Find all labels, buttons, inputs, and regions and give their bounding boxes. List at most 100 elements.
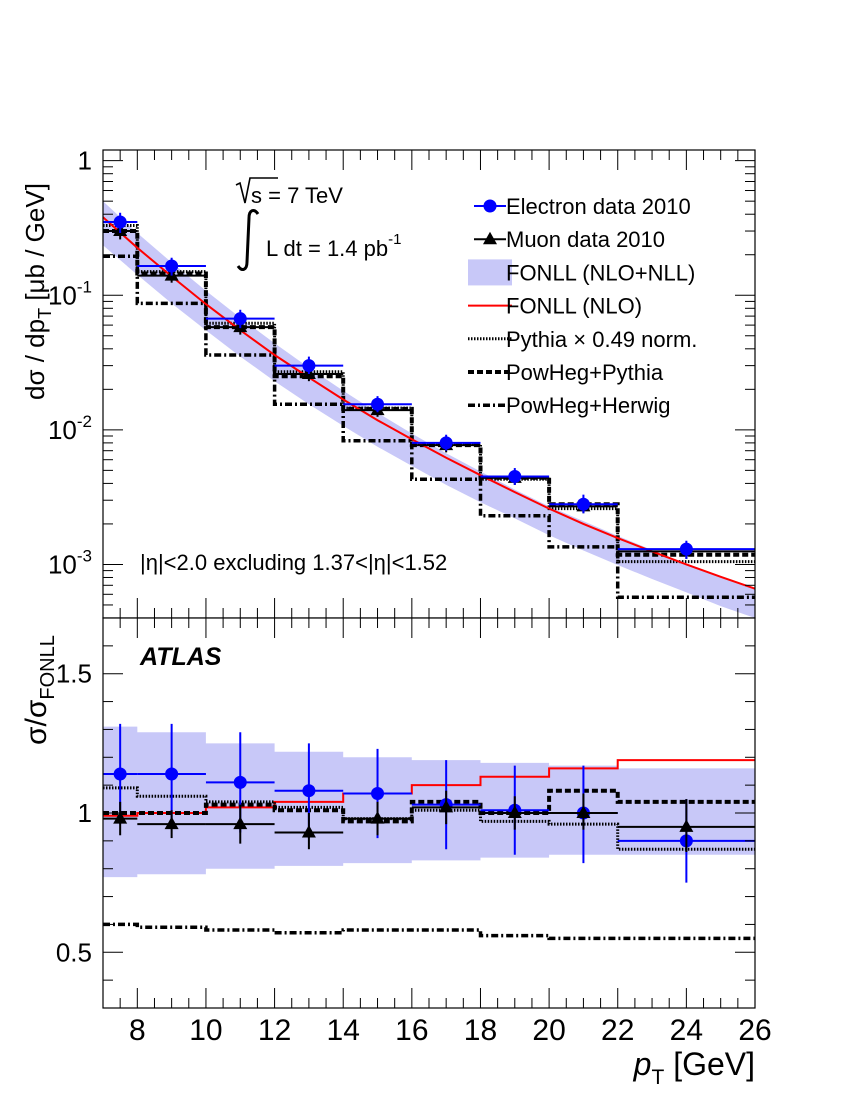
top-plot-frame xyxy=(103,150,755,618)
muon-point-1 xyxy=(103,801,138,836)
legend-entry-electron: Electron data 2010 xyxy=(474,194,691,219)
top-panel: 1 10-1 10-2 10-3 dσ / dpT [μb / GeV] s = 7 … xyxy=(20,146,756,619)
muon-point-2 xyxy=(137,810,206,839)
legend-electron-marker xyxy=(483,199,497,213)
electron-point-2-marker xyxy=(165,767,179,781)
legend-label: Muon data 2010 xyxy=(506,227,665,252)
x-axis-title: pT [GeV] xyxy=(633,1046,755,1089)
legend-label: PowHeg+Pythia xyxy=(506,360,664,385)
x-tick-label: 18 xyxy=(464,1014,497,1047)
luminosity-label: L dt = 1.4 pb-1 xyxy=(266,231,401,261)
bottom-y-tick-label: 1.5 xyxy=(56,659,92,689)
electron-point-5-marker xyxy=(371,787,385,800)
electron-point-5 xyxy=(343,396,412,413)
integral-symbol xyxy=(236,209,260,271)
x-tick-label: 16 xyxy=(395,1014,428,1047)
powheg-herwig-line xyxy=(103,254,755,600)
electron-point-8 xyxy=(549,494,618,514)
luminosity-annotation: L dt = 1.4 pb-1 xyxy=(236,209,401,271)
bottom-axes xyxy=(102,617,756,1009)
top-y-axis-title: dσ / dpT [μb / GeV] xyxy=(20,183,55,400)
muon-point-7-marker xyxy=(507,805,522,818)
electron-point-1-marker xyxy=(113,215,127,229)
muon-point-9-marker xyxy=(679,819,694,832)
bottom-y-tick-label: 0.5 xyxy=(56,937,92,967)
muon-point-5-marker xyxy=(370,811,385,824)
electron-point-3-marker xyxy=(233,775,247,789)
electron-point-4 xyxy=(274,743,344,839)
muon-point-9 xyxy=(617,799,755,852)
electron-point-7-marker xyxy=(508,470,522,484)
energy-annotation: s = 7 TeV xyxy=(235,177,343,208)
bottom-plot-area xyxy=(103,723,755,941)
legend-entry-powhw: PowHeg+Herwig xyxy=(468,393,670,418)
legend-entry-band: FONLL (NLO+NLL) xyxy=(468,259,695,286)
x-tick-label: 22 xyxy=(601,1014,634,1047)
eta-cut-annotation: |η|<2.0 excluding 1.37<|η|<1.52 xyxy=(140,550,447,575)
bottom-panel: 0.5 1 1.5 8 10 12 14 16 18 20 22 24 26 σ/σFONLL ATL… xyxy=(20,617,772,1089)
electron-point-6-marker xyxy=(439,436,453,450)
x-tick-label: 8 xyxy=(129,1014,146,1047)
electron-point-4-marker xyxy=(302,359,316,373)
muon-point-3-marker xyxy=(233,816,248,830)
bottom-y-tick-labels: 0.5 1 1.5 xyxy=(56,659,92,968)
electron-point-8-marker xyxy=(576,497,590,511)
electron-point-1 xyxy=(103,212,138,234)
electron-point-2 xyxy=(137,723,206,825)
electron-point-5-marker xyxy=(371,397,385,411)
electron-point-7 xyxy=(480,468,550,485)
electron-point-2 xyxy=(137,257,206,276)
legend: Electron data 2010 Muon data 2010 FONLL (N… xyxy=(468,194,697,418)
muon-point-2-marker xyxy=(164,816,179,830)
powheg-pythia-line xyxy=(103,788,755,824)
fonll-nlo-nll-band xyxy=(103,201,755,618)
legend-label: FONLL (NLO+NLL) xyxy=(506,260,695,285)
electron-point-3 xyxy=(205,309,275,329)
legend-entry-nlo: FONLL (NLO) xyxy=(468,294,642,319)
legend-label: FONLL (NLO) xyxy=(506,294,642,319)
electron-point-1-marker xyxy=(113,767,127,781)
muon-point-6-marker xyxy=(439,799,454,813)
muon-point-7 xyxy=(480,796,550,830)
muon-point-3 xyxy=(205,804,275,844)
muon-point-6 xyxy=(411,790,481,825)
legend-band-swatch xyxy=(468,259,512,286)
bottom-y-tick-label: 1 xyxy=(78,798,92,828)
legend-label: Electron data 2010 xyxy=(506,194,691,219)
electron-point-3-marker xyxy=(233,312,247,326)
x-tick-label: 24 xyxy=(670,1014,703,1047)
muon-point-5 xyxy=(343,801,412,836)
electron-point-6 xyxy=(411,434,481,451)
muon-point-1-marker xyxy=(113,811,128,824)
legend-entry-muon: Muon data 2010 xyxy=(474,227,665,252)
top-y-tick-label: 1 xyxy=(78,146,92,176)
atlas-label: ATLAS xyxy=(139,643,222,671)
muon-point-8-marker xyxy=(576,805,591,818)
x-tick-label: 14 xyxy=(327,1014,360,1047)
electron-point-9 xyxy=(617,540,755,559)
x-tick-label: 10 xyxy=(189,1014,222,1047)
top-y-tick-label: 10-2 xyxy=(48,412,92,445)
electron-point-2-marker xyxy=(165,259,179,273)
bottom-plot-border xyxy=(102,617,756,1009)
pythia-0-49-norm-line xyxy=(103,786,755,851)
top-y-tick-labels: 1 10-1 10-2 10-3 xyxy=(48,146,92,580)
sqrt-s-label: s = 7 TeV xyxy=(251,183,343,208)
electron-point-3 xyxy=(205,732,275,833)
x-tick-label: 12 xyxy=(258,1014,291,1047)
legend-label: PowHeg+Herwig xyxy=(506,393,670,418)
electron-point-4-marker xyxy=(302,784,316,798)
x-tick-labels: 8 10 12 14 16 18 20 22 24 26 xyxy=(129,1014,772,1047)
powheg-herwig-line xyxy=(103,922,755,941)
sqrt-symbol xyxy=(235,177,278,204)
legend-entry-powpy: PowHeg+Pythia xyxy=(468,360,664,385)
top-y-tick-label: 10-3 xyxy=(48,546,92,579)
legend-entry-pythia: Pythia × 0.49 norm. xyxy=(468,327,697,352)
x-tick-label: 26 xyxy=(738,1014,771,1047)
legend-muon-marker xyxy=(483,231,497,245)
top-plot-area xyxy=(103,201,755,618)
electron-point-9-marker xyxy=(679,542,693,556)
legend-label: Pythia × 0.49 norm. xyxy=(506,327,697,352)
bottom-y-axis-title: σ/σFONLL xyxy=(20,635,59,745)
